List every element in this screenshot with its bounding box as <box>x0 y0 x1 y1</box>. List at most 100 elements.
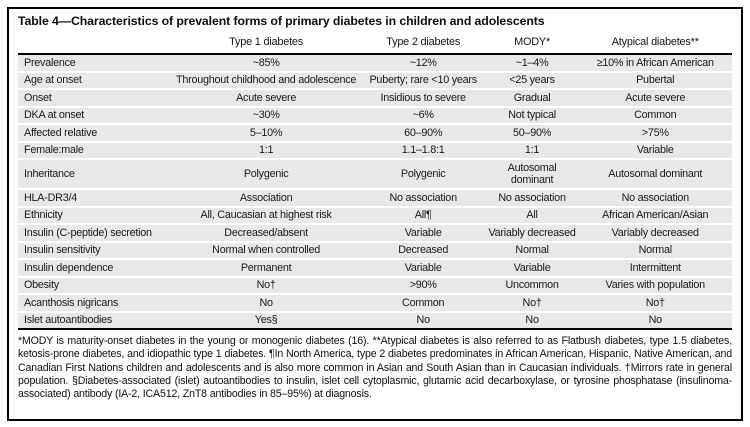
cell: 50–90% <box>485 123 579 143</box>
cell: Puberty; rare <10 years <box>360 71 486 90</box>
cell: 1:1 <box>485 141 579 160</box>
cell: African American/Asian <box>578 206 732 225</box>
table-row: Insulin (C-peptide) secretion Decreased/… <box>18 223 732 243</box>
cell: Throughout childhood and adolescence <box>171 71 361 90</box>
cell: Normal <box>485 241 579 260</box>
cell: Permanent <box>171 258 361 278</box>
cell: No <box>578 311 732 330</box>
cell: ≥10% in African American <box>578 53 732 73</box>
table-row: Age at onset Throughout childhood and ad… <box>18 71 732 90</box>
cell: Common <box>578 106 732 125</box>
row-label: HLA-DR3/4 <box>18 188 172 208</box>
cell: All <box>485 206 579 225</box>
table-row: Islet autoantibodies Yes§ No No No <box>18 311 732 330</box>
cell: ~85% <box>171 53 361 73</box>
row-label: Obesity <box>18 276 172 295</box>
cell: Insidious to severe <box>360 88 486 108</box>
cell: All, Caucasian at highest risk <box>171 206 361 225</box>
cell: No <box>171 293 361 313</box>
row-label: Acanthosis nigricans <box>18 293 172 313</box>
table-row: Acanthosis nigricans No Common No† No† <box>18 293 732 313</box>
cell: ~30% <box>171 106 361 125</box>
cell: >75% <box>578 123 732 143</box>
table-row: Onset Acute severe Insidious to severe G… <box>18 88 732 108</box>
table-row: Insulin sensitivity Normal when controll… <box>18 241 732 260</box>
cell: ~6% <box>360 106 486 125</box>
table-row: Insulin dependence Permanent Variable Va… <box>18 258 732 278</box>
row-label: Onset <box>18 88 172 108</box>
cell: Acute severe <box>578 88 732 108</box>
table-row: DKA at onset ~30% ~6% Not typical Common <box>18 106 732 125</box>
row-label: Islet autoantibodies <box>18 311 172 330</box>
table-row: Prevalence ~85% ~12% ~1–4% ≥10% in Afric… <box>18 53 732 73</box>
cell: Variable <box>360 223 486 243</box>
row-label: Prevalence <box>18 53 172 73</box>
cell: Gradual <box>485 88 579 108</box>
column-header-type2: Type 2 diabetes <box>360 34 486 55</box>
cell: No association <box>578 188 732 208</box>
cell: Intermittent <box>578 258 732 278</box>
cell: 1:1 <box>171 141 361 160</box>
table-row: Obesity No† >90% Uncommon Varies with po… <box>18 276 732 295</box>
cell: No association <box>360 188 486 208</box>
cell: Variable <box>578 141 732 160</box>
cell: Decreased/absent <box>171 223 361 243</box>
cell: Autosomal dominant <box>485 158 579 190</box>
column-header-type1: Type 1 diabetes <box>171 34 361 55</box>
header-row: Type 1 diabetes Type 2 diabetes MODY* At… <box>18 34 732 55</box>
cell: Pubertal <box>578 71 732 90</box>
row-label: Inheritance <box>18 158 172 190</box>
cell: All¶ <box>360 206 486 225</box>
cell: Variable <box>485 258 579 278</box>
table-title: Table 4—Characteristics of prevalent for… <box>18 14 545 28</box>
cell: <25 years <box>485 71 579 90</box>
cell: Variable <box>360 258 486 278</box>
cell: No <box>360 311 486 330</box>
cell: Normal <box>578 241 732 260</box>
cell: Polygenic <box>171 158 361 190</box>
cell: No† <box>171 276 361 295</box>
cell: Normal when controlled <box>171 241 361 260</box>
cell: Yes§ <box>171 311 361 330</box>
cell: 5–10% <box>171 123 361 143</box>
cell: Polygenic <box>360 158 486 190</box>
cell: Variably decreased <box>578 223 732 243</box>
row-label: Insulin sensitivity <box>18 241 172 260</box>
cell: No† <box>578 293 732 313</box>
table-frame: Table 4—Characteristics of prevalent for… <box>7 7 743 421</box>
cell: >90% <box>360 276 486 295</box>
cell: Not typical <box>485 106 579 125</box>
cell: No <box>485 311 579 330</box>
row-label: Insulin dependence <box>18 258 172 278</box>
cell: No association <box>485 188 579 208</box>
cell: Uncommon <box>485 276 579 295</box>
row-label: DKA at onset <box>18 106 172 125</box>
column-header-atypical: Atypical diabetes** <box>578 34 732 55</box>
cell: 1.1–1.8:1 <box>360 141 486 160</box>
cell: Autosomal dominant <box>578 158 732 190</box>
cell: No† <box>485 293 579 313</box>
cell: Common <box>360 293 486 313</box>
table-row: HLA-DR3/4 Association No association No … <box>18 188 732 208</box>
cell: ~1–4% <box>485 53 579 73</box>
diabetes-characteristics-table: Type 1 diabetes Type 2 diabetes MODY* At… <box>18 34 732 330</box>
table-footnote: *MODY is maturity-onset diabetes in the … <box>18 335 732 401</box>
table-row: Affected relative 5–10% 60–90% 50–90% >7… <box>18 123 732 143</box>
cell: Decreased <box>360 241 486 260</box>
column-header-mody: MODY* <box>485 34 579 55</box>
row-label: Insulin (C-peptide) secretion <box>18 223 172 243</box>
row-label: Female:male <box>18 141 172 160</box>
table-row: Inheritance Polygenic Polygenic Autosoma… <box>18 158 732 190</box>
column-header-blank <box>18 34 172 55</box>
cell: ~12% <box>360 53 486 73</box>
table-row: Ethnicity All, Caucasian at highest risk… <box>18 206 732 225</box>
row-label: Affected relative <box>18 123 172 143</box>
cell: Acute severe <box>171 88 361 108</box>
table-row: Female:male 1:1 1.1–1.8:1 1:1 Variable <box>18 141 732 160</box>
row-label: Ethnicity <box>18 206 172 225</box>
cell: Variably decreased <box>485 223 579 243</box>
cell: Association <box>171 188 361 208</box>
cell: 60–90% <box>360 123 486 143</box>
cell: Varies with population <box>578 276 732 295</box>
row-label: Age at onset <box>18 71 172 90</box>
